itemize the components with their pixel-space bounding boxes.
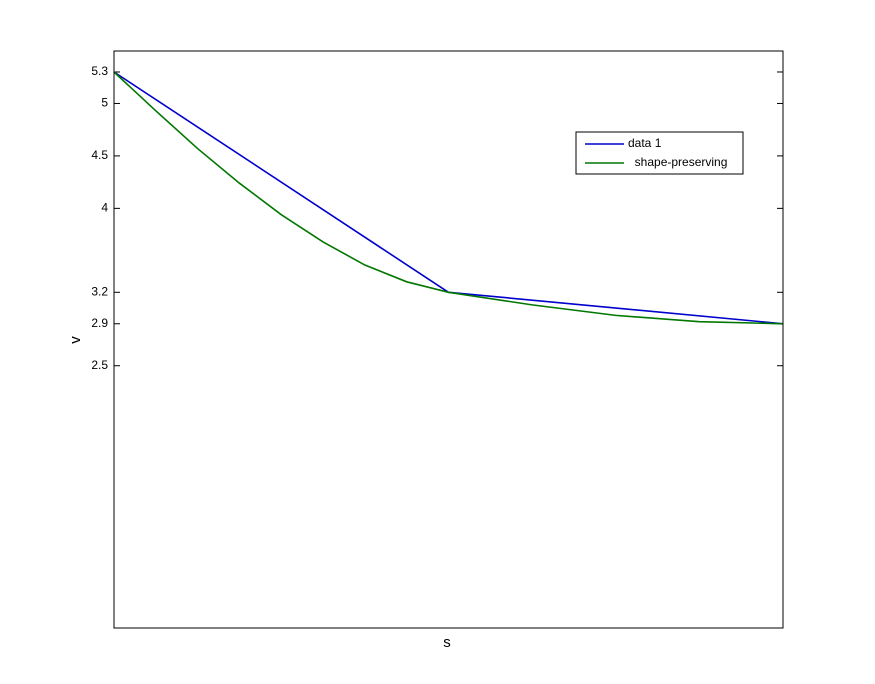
x-axis-label: s [443,634,451,651]
y-axis-label: v [67,336,84,344]
y-tick-label: 2.9 [91,316,108,330]
legend-label: shape-preserving [628,155,727,169]
y-tick-label: 4 [101,201,108,215]
series-line [113,71,784,325]
y-tick-label: 2.5 [91,358,108,372]
y-tick-label: 5 [101,96,108,110]
y-tick-label: 3.2 [91,284,108,298]
legend-box [575,131,744,175]
axes-box [113,50,784,629]
y-tick-label: 4.5 [91,148,108,162]
y-tick-label: 5.3 [91,64,108,78]
legend-label: data 1 [628,136,662,150]
